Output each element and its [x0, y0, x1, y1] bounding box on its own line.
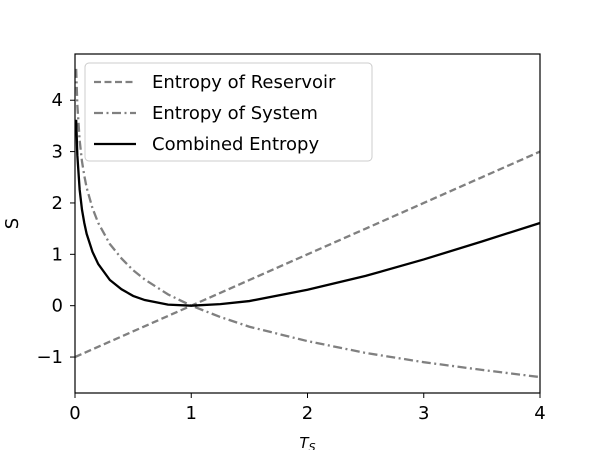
x-tick-label: 2 [302, 403, 313, 424]
series-line-2 [75, 68, 540, 379]
x-tick-label: 3 [418, 403, 429, 424]
y-tick-label: 0 [52, 296, 63, 317]
ticks-layer: 0 1 2 3 4 −1 0 1 2 3 4 [36, 90, 545, 424]
legend-label-3: Combined Entropy [152, 134, 319, 155]
y-axis-label: S [2, 218, 23, 229]
series-layer [75, 68, 540, 379]
x-tick-label: 0 [69, 403, 80, 424]
series-line-3 [75, 119, 540, 307]
y-tick-label: 3 [52, 142, 63, 163]
y-tick-label: 2 [52, 193, 63, 214]
legend-label-2: Entropy of System [152, 103, 318, 124]
x-axis-label: TS [299, 434, 315, 450]
legend: Entropy of Reservoir Entropy of System Com… [84, 62, 373, 162]
y-tick-label: 4 [52, 90, 63, 111]
legend-box [84, 62, 373, 162]
y-tick-label: −1 [36, 347, 63, 368]
series-line-1 [75, 150, 540, 359]
x-tick-label: 4 [534, 403, 545, 424]
legend-label-1: Entropy of Reservoir [152, 72, 336, 93]
y-tick-label: 1 [52, 244, 63, 265]
x-tick-label: 1 [186, 403, 197, 424]
